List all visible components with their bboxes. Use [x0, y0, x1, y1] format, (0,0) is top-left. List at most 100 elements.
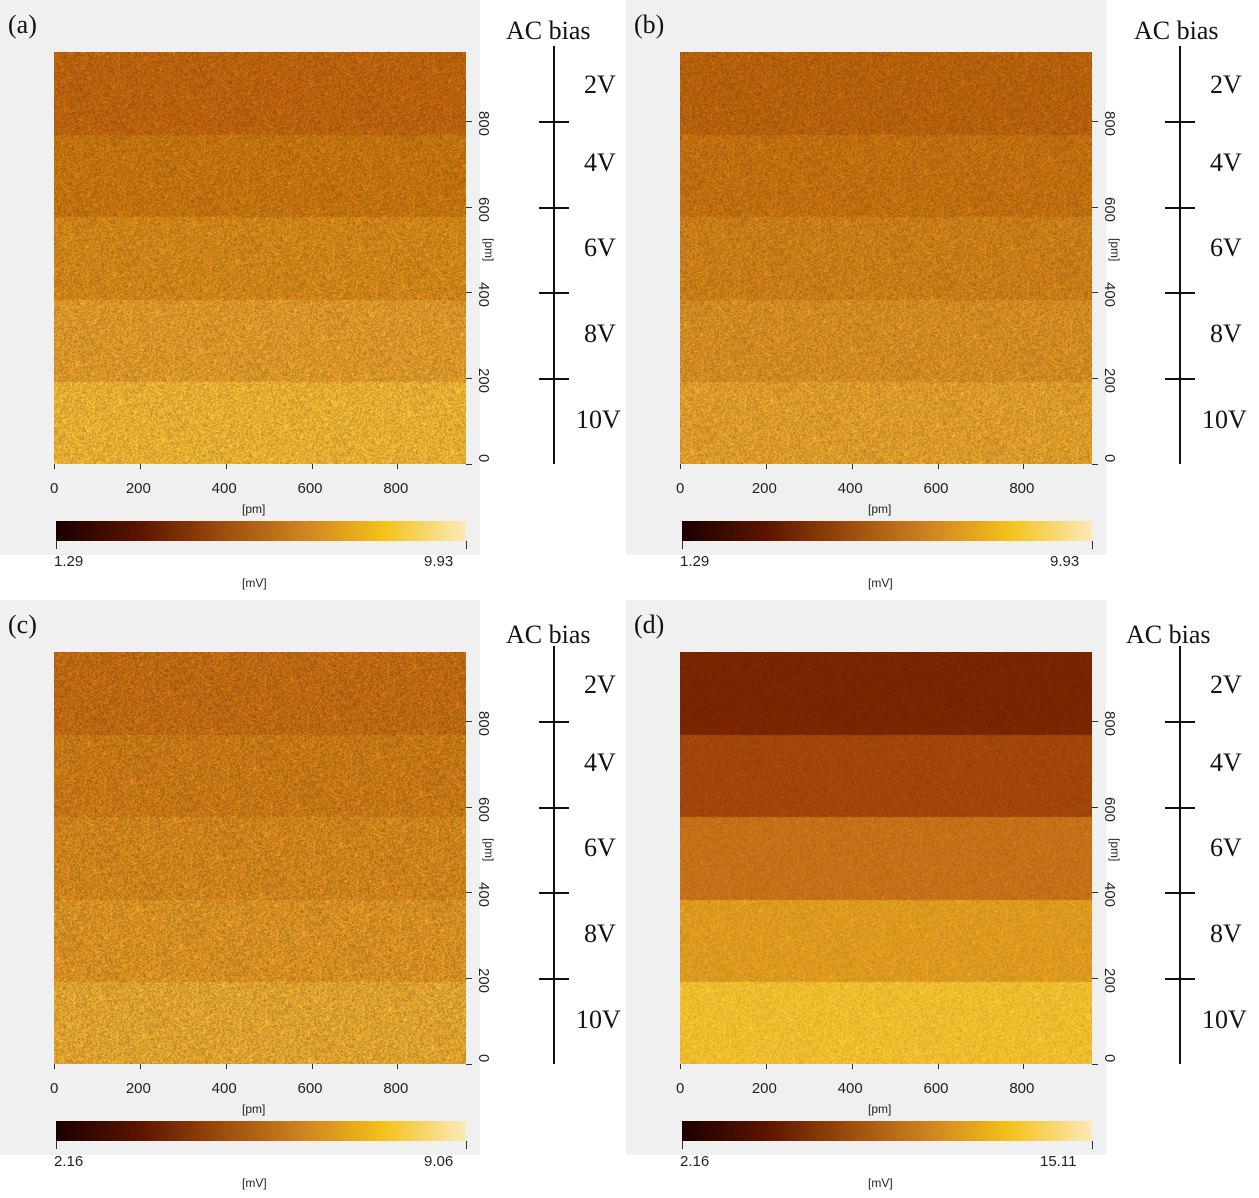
ac-bias-level-label: 6V [584, 833, 616, 863]
y-tick-mark [1092, 978, 1098, 980]
y-tick-mark [466, 978, 472, 980]
ac-bias-level-label: 8V [1210, 319, 1242, 349]
x-tick-mark [937, 1064, 939, 1069]
ac-bias-level-label: 2V [1210, 670, 1242, 700]
y-tick-label: 600 [475, 796, 492, 822]
colorbar-max-label: 9.93 [424, 553, 454, 570]
ac-bias-boundary-tick [1165, 978, 1195, 981]
x-tick-mark [765, 464, 767, 469]
ac-bias-scale-line [1179, 646, 1181, 1064]
x-tick-label: 600 [923, 1080, 949, 1097]
colorbar-min-tick [682, 541, 683, 549]
y-tick-label: 800 [475, 710, 492, 736]
colorbar [682, 1121, 1092, 1141]
x-axis-unit-label: [pm] [242, 1102, 266, 1116]
x-tick-label: 0 [50, 1080, 59, 1097]
y-tick-mark [1092, 292, 1098, 294]
y-tick-mark [466, 464, 472, 465]
colorbar-unit-label: [mV] [242, 1176, 267, 1190]
y-tick-label: 800 [475, 110, 492, 136]
colorbar [56, 1121, 466, 1141]
x-tick-label: 0 [50, 480, 59, 497]
ac-bias-boundary-tick [1165, 206, 1195, 209]
ac-bias-level-label: 8V [584, 319, 616, 349]
y-tick-mark [1092, 206, 1098, 208]
ac-bias-boundary-tick [1165, 120, 1195, 123]
ac-bias-level-label: 2V [584, 670, 616, 700]
x-tick-label: 400 [837, 1080, 863, 1097]
colorbar-max-tick [1092, 1141, 1093, 1149]
ac-bias-boundary-tick [539, 206, 569, 209]
y-tick-label: 0 [475, 454, 492, 463]
colorbar-max-label: 15.11 [1040, 1153, 1077, 1170]
x-tick-mark [54, 1064, 55, 1069]
x-axis-unit-label: [pm] [868, 502, 892, 516]
y-tick-mark [466, 720, 472, 722]
ac-bias-level-label: 6V [584, 233, 616, 263]
pfm-amplitude-map [680, 652, 1092, 1064]
x-tick-label: 600 [297, 480, 323, 497]
ac-bias-level-label: 10V [576, 405, 621, 435]
ac-bias-scale-line [553, 646, 555, 1064]
y-tick-label: 200 [1101, 968, 1118, 994]
x-tick-label: 800 [383, 1080, 409, 1097]
y-tick-mark [1092, 378, 1098, 380]
y-tick-mark [1092, 120, 1098, 122]
colorbar-max-tick [1092, 541, 1093, 549]
panel-letter: (c) [8, 610, 37, 639]
ac-bias-boundary-tick [539, 806, 569, 809]
ac-bias-level-label: 2V [584, 70, 616, 100]
ac-bias-boundary-tick [1165, 378, 1195, 381]
colorbar-max-label: 9.06 [424, 1153, 454, 1170]
ac-bias-scale-line [1179, 46, 1181, 464]
ac-bias-boundary-tick [539, 720, 569, 723]
y-tick-label: 200 [1101, 368, 1118, 394]
y-tick-label: 400 [1101, 882, 1118, 908]
y-tick-label: 800 [1101, 110, 1118, 136]
ac-bias-level-label: 8V [584, 919, 616, 949]
x-tick-label: 200 [751, 480, 777, 497]
y-tick-mark [1092, 806, 1098, 808]
colorbar-max-tick [466, 1141, 467, 1149]
ac-bias-boundary-tick [539, 978, 569, 981]
y-tick-label: 200 [475, 968, 492, 994]
x-tick-mark [397, 464, 399, 469]
ac-bias-boundary-tick [1165, 720, 1195, 723]
x-tick-label: 600 [923, 480, 949, 497]
y-tick-mark [1092, 1064, 1098, 1065]
y-tick-label: 0 [1101, 1054, 1118, 1063]
ac-bias-boundary-tick [539, 120, 569, 123]
ac-bias-level-label: 10V [1202, 1005, 1247, 1035]
pfm-amplitude-map [54, 652, 466, 1064]
x-axis-unit-label: [pm] [242, 502, 266, 516]
ac-bias-level-label: 6V [1210, 233, 1242, 263]
y-tick-label: 600 [1101, 796, 1118, 822]
ac-bias-boundary-tick [539, 892, 569, 895]
x-tick-mark [1023, 464, 1025, 469]
ac-bias-title: AC bias [1126, 620, 1211, 649]
y-tick-mark [1092, 892, 1098, 894]
x-tick-label: 800 [1009, 1080, 1035, 1097]
x-tick-mark [225, 1064, 227, 1069]
x-tick-label: 600 [297, 1080, 323, 1097]
y-tick-mark [466, 120, 472, 122]
x-tick-mark [311, 464, 313, 469]
ac-bias-boundary-tick [539, 292, 569, 295]
y-tick-mark [466, 1064, 472, 1065]
y-tick-label: 400 [475, 882, 492, 908]
ac-bias-boundary-tick [1165, 806, 1195, 809]
y-tick-label: 400 [1101, 282, 1118, 308]
y-tick-mark [1092, 464, 1098, 465]
ac-bias-scale-line [553, 46, 555, 464]
y-axis-unit-label: [pm] [482, 238, 496, 262]
panel-letter: (d) [634, 610, 665, 639]
x-tick-label: 200 [125, 1080, 151, 1097]
ac-bias-title: AC bias [506, 16, 591, 45]
ac-bias-level-label: 8V [1210, 919, 1242, 949]
x-tick-mark [937, 464, 939, 469]
x-tick-mark [1023, 1064, 1025, 1069]
y-tick-label: 600 [1101, 196, 1118, 222]
ac-bias-level-label: 10V [1202, 405, 1247, 435]
x-axis-unit-label: [pm] [868, 1102, 892, 1116]
colorbar-min-tick [682, 1141, 683, 1149]
